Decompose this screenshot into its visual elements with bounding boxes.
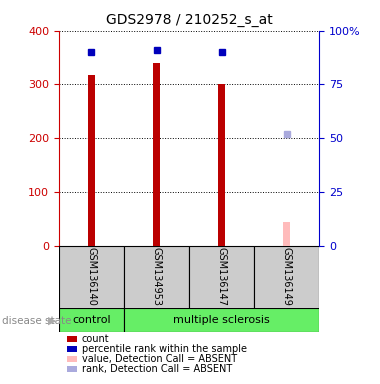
Text: percentile rank within the sample: percentile rank within the sample <box>82 344 247 354</box>
Text: value, Detection Call = ABSENT: value, Detection Call = ABSENT <box>82 354 237 364</box>
Bar <box>153 63 160 246</box>
Bar <box>283 222 290 246</box>
Bar <box>218 84 225 246</box>
Text: rank, Detection Call = ABSENT: rank, Detection Call = ABSENT <box>82 364 232 374</box>
Text: disease state: disease state <box>2 316 71 326</box>
Text: count: count <box>82 334 109 344</box>
Title: GDS2978 / 210252_s_at: GDS2978 / 210252_s_at <box>106 13 272 27</box>
Text: control: control <box>72 315 111 325</box>
Bar <box>124 246 189 309</box>
Text: multiple sclerosis: multiple sclerosis <box>173 315 270 325</box>
Bar <box>59 246 124 309</box>
Text: GSM134953: GSM134953 <box>152 247 162 306</box>
Bar <box>124 308 319 332</box>
Text: ▶: ▶ <box>48 316 57 326</box>
Bar <box>88 75 95 246</box>
Text: GSM136140: GSM136140 <box>86 247 97 306</box>
Bar <box>189 246 254 309</box>
Bar <box>59 308 124 332</box>
Bar <box>254 246 319 309</box>
Text: GSM136147: GSM136147 <box>217 247 226 306</box>
Text: GSM136149: GSM136149 <box>282 247 292 306</box>
